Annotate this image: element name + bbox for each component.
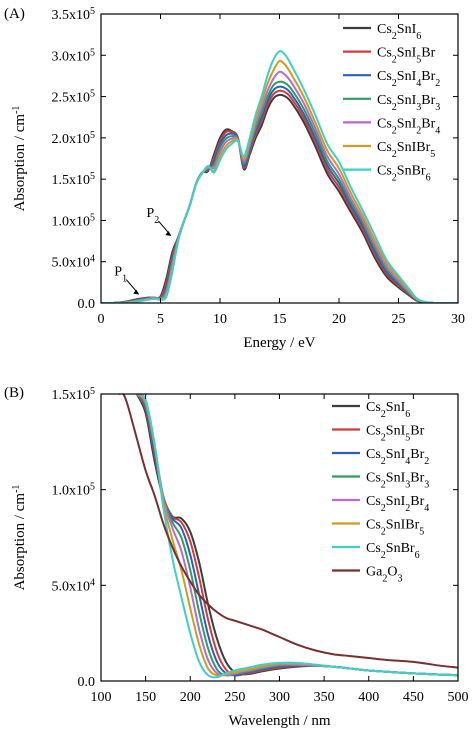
legend-label: Cs2SnI3Br3 (377, 93, 440, 113)
legend-label: Cs2SnI6 (366, 400, 410, 420)
x-tick-label: 300 (269, 690, 290, 705)
legend-label: Cs2SnI2Br4 (366, 494, 429, 514)
chart-panel-a: 0 5 10 15 20 25 30 0.0 5.0x104 1.0x105 1.5x105 2.0x… (4, 6, 465, 352)
x-tick-label: 450 (403, 690, 424, 705)
y-tick-label: 0.0 (78, 297, 96, 312)
y-axis-title: Absorption / cm-1 (11, 106, 29, 212)
legend-label: Cs2SnI5Br (377, 46, 436, 66)
y-tick-label: 1.0x105 (52, 212, 96, 230)
series-line-7 (118, 394, 458, 669)
x-axis-title: Wavelength / nm (228, 713, 330, 729)
y-tick-label: 5.0x104 (52, 577, 96, 595)
series-line-3 (101, 80, 458, 303)
y-tick-label: 5.0x104 (52, 253, 96, 271)
annotation-arrowhead (133, 289, 140, 295)
series-line-6 (101, 50, 458, 303)
x-tick-label: 100 (91, 690, 112, 705)
series-group (118, 394, 458, 679)
x-tick-label: 30 (451, 312, 465, 327)
legend: Cs2SnI6 Cs2SnI5Br Cs2SnI4Br2 Cs2SnI3Br3 Cs2S… (343, 22, 440, 183)
panel-label: (B) (4, 385, 24, 401)
legend-label: Cs2SnI5Br (366, 424, 425, 444)
panel-label: (A) (4, 6, 25, 22)
legend-label: Cs2SnIBr5 (366, 518, 424, 538)
x-tick-label: 10 (213, 312, 227, 327)
x-tick-label: 200 (180, 690, 201, 705)
x-tick-label: 20 (332, 312, 346, 327)
legend-label: Cs2SnI2Br4 (377, 116, 440, 135)
legend-label: Cs2SnI6 (377, 22, 421, 42)
x-tick-label: 500 (448, 690, 469, 705)
y-tick-label: 3.0x105 (52, 47, 96, 65)
legend-label: Cs2SnI3Br3 (366, 471, 429, 491)
legend-label: Cs2SnBr6 (377, 164, 431, 184)
y-tick-label: 0.0 (78, 675, 96, 690)
y-tick-label: 1.0x105 (52, 481, 96, 499)
series-group (101, 50, 458, 303)
y-tick-label: 1.5x105 (52, 386, 96, 404)
y-axis-title: Absorption / cm-1 (11, 485, 29, 591)
legend-label: Cs2SnIBr5 (377, 140, 435, 160)
legend-label: Cs2SnI4Br2 (366, 447, 429, 467)
x-tick-label: 15 (273, 312, 287, 327)
y-tick-label: 2.5x105 (52, 88, 96, 106)
y-tick-label: 3.5x105 (52, 6, 96, 24)
y-tick-label: 1.5x105 (52, 171, 96, 189)
x-tick-label: 400 (358, 690, 379, 705)
x-tick-label: 25 (392, 312, 406, 327)
annotation-arrowhead (165, 230, 172, 236)
x-tick-label: 250 (224, 690, 245, 705)
chart-panel-b: 100 150 200 250 300 350 400 450 500 0.0 5.0x104 1.0… (4, 385, 469, 729)
x-axis-title: Energy / eV (243, 335, 315, 351)
x-tick-label: 150 (135, 690, 156, 705)
x-tick-label: 0 (98, 312, 105, 327)
legend-label: Ga2O3 (366, 565, 402, 585)
annotation-label: P2 (146, 206, 159, 226)
x-tick-label: 350 (314, 690, 335, 705)
legend-label: Cs2SnBr6 (366, 541, 420, 561)
y-tick-label: 2.0x105 (52, 129, 96, 147)
legend-label: Cs2SnI4Br2 (377, 69, 440, 89)
x-tick-label: 5 (157, 312, 164, 327)
annotation-label: P1 (114, 265, 127, 285)
legend: Cs2SnI6 Cs2SnI5Br Cs2SnI4Br2 Cs2SnI3Br3 Cs2S… (332, 400, 429, 584)
